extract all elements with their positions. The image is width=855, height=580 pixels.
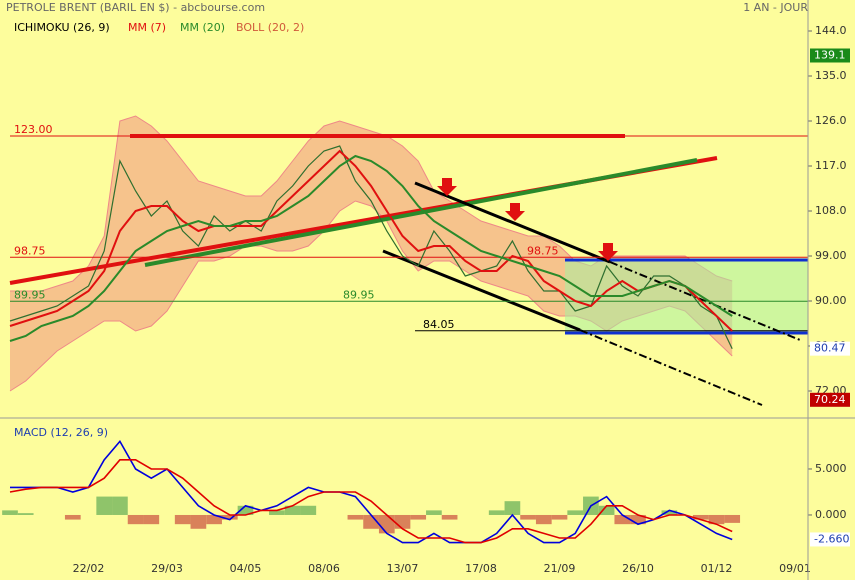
level-label: 89.95 [343, 288, 375, 301]
histogram-bar [724, 514, 741, 523]
x-tick-label: 04/05 [230, 562, 262, 575]
histogram-bar [567, 510, 584, 515]
histogram-bar [410, 514, 427, 520]
trend-green [144, 158, 698, 267]
indicator-label: ICHIMOKU (26, 9) [14, 21, 110, 34]
x-tick-label: 01/12 [701, 562, 733, 575]
histogram-bar [300, 505, 317, 515]
plot-layer: 144.0135.0126.0117.0108.099.0090.0081.00… [2, 21, 850, 575]
legend-entry: MM (20) [180, 21, 225, 34]
y-tick-label: 90.00 [815, 294, 847, 307]
series-line [9, 149, 733, 332]
histogram-bar [96, 496, 113, 515]
x-tick-label: 29/03 [151, 562, 183, 575]
histogram-bar [143, 514, 160, 525]
histogram-bar [206, 514, 222, 525]
histogram-bar [630, 514, 646, 525]
histogram-bar [284, 505, 301, 515]
arrow [505, 203, 525, 221]
arrow [437, 178, 457, 196]
legend-entry: MM (7) [128, 21, 166, 34]
histogram-bar [614, 514, 631, 525]
histogram-bar [504, 501, 521, 515]
histogram-bar [190, 514, 207, 529]
price-tag-label: 139.1 [814, 49, 846, 62]
y-tick-label: 99.00 [815, 249, 847, 262]
y-tick-label: 108.0 [815, 204, 847, 217]
price-tag [810, 341, 850, 356]
header-title: PETROLE BRENT (BARIL EN $) - abcbourse.c… [6, 1, 265, 14]
histogram-bar [347, 514, 364, 520]
histogram-bar [2, 510, 18, 515]
histogram-bar [378, 514, 395, 534]
x-tick-label: 13/07 [387, 562, 419, 575]
histogram-bar [221, 514, 238, 520]
histogram-bar [661, 510, 678, 515]
channel-top [414, 181, 611, 264]
histogram-bar [535, 514, 552, 525]
histogram-bar [17, 513, 34, 515]
histogram-bar [394, 514, 411, 529]
price-tag-label: 70.24 [814, 393, 846, 406]
histogram-bar [488, 510, 505, 515]
bollinger-band [10, 116, 733, 391]
histogram-bar [551, 514, 568, 520]
level-label: 123.00 [14, 123, 53, 136]
histogram-bar [112, 496, 128, 515]
x-tick-label: 17/08 [465, 562, 497, 575]
histogram-bar [426, 510, 442, 515]
y-tick-label: 0.000 [815, 508, 847, 521]
price-tag [810, 392, 850, 407]
series-line [9, 459, 733, 544]
y-tick-label: 117.0 [815, 159, 847, 172]
y-tick-label: 135.0 [815, 69, 847, 82]
y-tick-label: 5.000 [815, 462, 847, 475]
histogram-bar [692, 514, 709, 520]
level-label: 98.75 [14, 244, 46, 257]
histogram-bar [708, 514, 725, 525]
y-tick-label: 144.0 [815, 24, 847, 37]
histogram-bar [237, 505, 254, 515]
x-tick-label: 08/06 [308, 562, 340, 575]
level-label: 98.75 [527, 244, 559, 257]
series-line [9, 154, 733, 342]
histogram-bar [174, 514, 191, 525]
x-tick-label: 26/10 [622, 562, 654, 575]
legend-entry: BOLL (20, 2) [236, 21, 304, 34]
histogram-bar [127, 514, 144, 525]
channel-bottom-ext [579, 329, 763, 406]
header-period: 1 AN - JOUR [743, 1, 808, 14]
histogram-bar [64, 514, 81, 520]
histogram-bar [441, 514, 458, 520]
price-tag [810, 532, 850, 547]
price-tag-label: -2.660 [814, 532, 849, 545]
level-label: 89.95 [14, 288, 46, 301]
y-tick-label: 126.0 [815, 114, 847, 127]
x-tick-label: 21/09 [544, 562, 576, 575]
price-tag-label: 80.47 [814, 342, 846, 355]
x-tick-label: 22/02 [73, 562, 105, 575]
x-tick-label: 09/01 [779, 562, 811, 575]
histogram-bar [598, 505, 615, 515]
level-label: 84.05 [423, 318, 455, 331]
price-line [9, 145, 733, 349]
arrow [598, 243, 618, 261]
macd-title: MACD (12, 26, 9) [14, 426, 108, 439]
price-tag [810, 48, 850, 63]
histogram-bar [269, 510, 285, 515]
histogram-bar [520, 514, 536, 520]
